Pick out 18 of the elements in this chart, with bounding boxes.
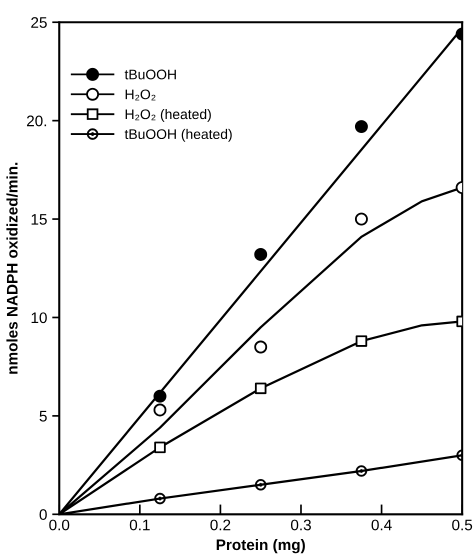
y-tick-label: 0 — [40, 509, 47, 520]
y-tick-label: 20. — [26, 116, 46, 126]
legend-label: tBuOOH (heated) — [124, 128, 232, 142]
y-tick-label: 15 — [32, 214, 47, 225]
y-axis-title: nmoles NADPH oxidized/min. — [6, 162, 18, 374]
y-tick-label: 5 — [40, 410, 47, 422]
y-tick-label: 25 — [31, 17, 47, 28]
x-tick-label: 0.5 — [452, 520, 472, 530]
legend-label: H₂O₂ — [126, 89, 156, 100]
x-tick-label: 0.0 — [49, 520, 70, 530]
y-tick-label: 10 — [32, 312, 47, 324]
x-tick-label: 0.3 — [290, 520, 311, 530]
legend-label: tBuOOH — [124, 70, 176, 80]
legend-label: H₂O₂ (heated) — [126, 108, 211, 122]
x-tick-label: 0.4 — [372, 520, 392, 530]
x-tick-label: 0.2 — [210, 520, 230, 530]
x-tick-label: 0.1 — [130, 520, 150, 530]
x-axis-title: Protein (mg) — [216, 538, 305, 554]
